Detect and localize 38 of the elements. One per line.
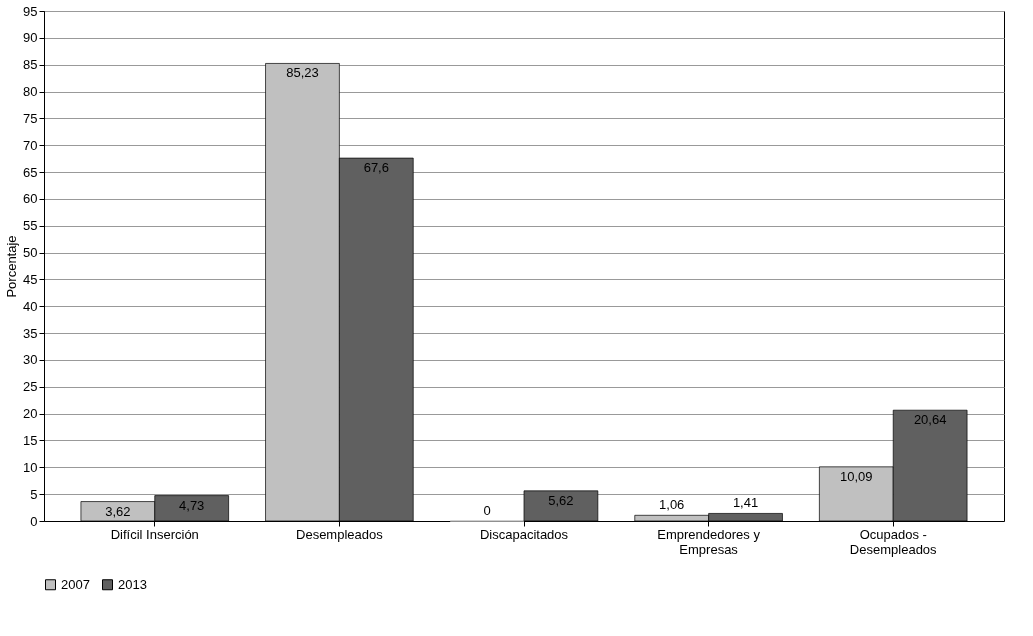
data-label: 85,23 — [286, 65, 319, 81]
y-tick-label: 5 — [30, 486, 38, 502]
y-tick-label: 25 — [23, 379, 38, 395]
data-label: 67,6 — [363, 160, 389, 176]
x-tick-label: Ocupados - Desempleados — [849, 526, 938, 557]
x-tick-label: Desempleados — [296, 526, 384, 542]
data-label: 1,06 — [659, 497, 685, 513]
y-tick-label: 50 — [23, 245, 38, 261]
y-tick-label: 70 — [23, 137, 38, 153]
legend-label: 2013 — [118, 576, 147, 592]
y-tick-label: 15 — [23, 432, 38, 448]
y-tick-label: 75 — [23, 110, 38, 126]
y-tick-label: 35 — [23, 325, 38, 341]
y-tick-label: 90 — [23, 30, 38, 46]
legend-label: 2007 — [61, 576, 90, 592]
data-label: 3,62 — [105, 503, 131, 519]
x-tick-label: Discapacitados — [479, 526, 569, 542]
y-tick-label: 10 — [23, 459, 38, 475]
y-tick-label: 65 — [23, 164, 38, 180]
x-tick-label: Emprendedores y Empresas — [657, 526, 761, 557]
y-tick-label: 95 — [23, 3, 38, 19]
data-label: 5,62 — [548, 492, 574, 508]
y-tick-label: 0 — [30, 513, 38, 529]
y-tick-label: 80 — [23, 84, 38, 100]
y-tick-label: 20 — [23, 406, 38, 422]
data-label: 4,73 — [179, 497, 205, 513]
y-tick-label: 85 — [23, 57, 38, 73]
y-tick-label: 30 — [23, 352, 38, 368]
data-label: 0 — [483, 503, 491, 518]
data-label: 10,09 — [840, 468, 873, 484]
y-axis-title: Porcentaje — [4, 235, 20, 298]
y-tick-label: 60 — [23, 191, 38, 207]
y-tick-label: 40 — [23, 298, 38, 314]
y-tick-label: 45 — [23, 271, 38, 287]
x-tick-label: Difícil Inserción — [110, 526, 199, 542]
data-label: 20,64 — [913, 412, 947, 428]
data-label: 1,41 — [732, 495, 759, 511]
y-tick-label: 55 — [23, 218, 38, 234]
